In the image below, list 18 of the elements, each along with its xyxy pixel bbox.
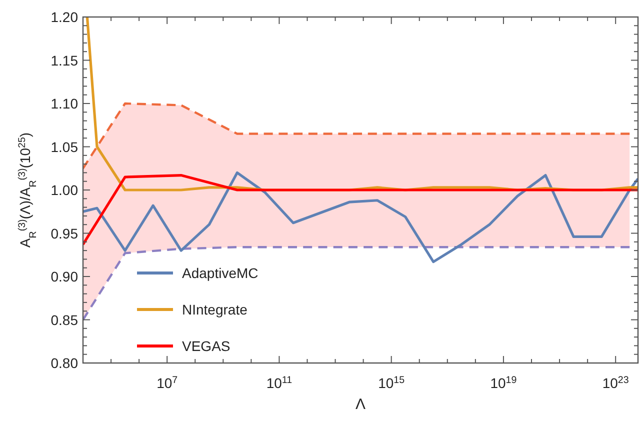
legend-label: NIntegrate [182,302,248,318]
x-axis-title: Λ [355,396,366,413]
x-tick-label: 10$^{7}$ [156,374,178,391]
y-tick-label: 0.95 [50,225,78,242]
y-tick-label: 1.05 [50,138,78,155]
y-tick-label: 1.00 [50,182,78,198]
y-tick-label: 1.20 [50,9,78,25]
legend-label: VEGAS [182,338,230,354]
y-tick-label: 0.85 [50,312,78,328]
x-tick-label: 10$^{23}$ [602,374,630,391]
y-tick-label: 1.15 [50,52,78,68]
x-tick-label: 10$^{15}$ [378,374,406,391]
y-tick-label: 0.90 [50,268,78,284]
y-tick-label: 0.80 [50,355,78,371]
y-tick-label: 1.10 [50,96,78,112]
legend-label: AdaptiveMC [182,265,258,281]
x-tick-label: 10$^{19}$ [490,374,517,391]
x-tick-label: 10$^{11}$ [266,374,292,391]
